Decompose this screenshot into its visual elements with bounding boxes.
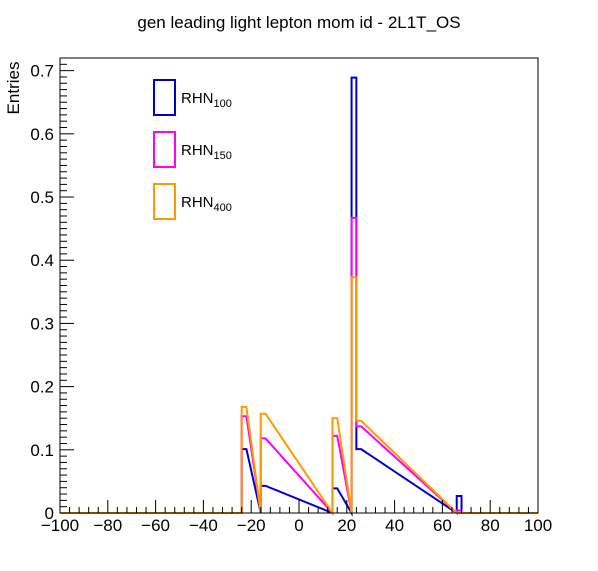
- x-tick-label: −60: [141, 516, 170, 535]
- legend-label-100: RHN100: [181, 90, 232, 110]
- legend-swatch-100: [153, 79, 176, 116]
- y-tick-label: 0: [45, 504, 54, 523]
- legend-label-150: RHN150: [181, 142, 232, 162]
- chart-title: gen leading light lepton mom id - 2L1T_O…: [137, 13, 460, 32]
- plot-frame: [59, 57, 539, 514]
- x-tick-label: −40: [189, 516, 218, 535]
- x-tick-label: 60: [433, 516, 452, 535]
- histogram-bin-100-4: [356, 449, 361, 513]
- series-line-100: [60, 76, 538, 517]
- series-line-150: [60, 216, 538, 516]
- y-tick-label: 0.3: [30, 314, 54, 333]
- y-tick-label: 0.1: [30, 441, 54, 460]
- x-tick-label: −100: [41, 516, 79, 535]
- legend-swatch-400: [153, 183, 176, 220]
- y-tick-label: 0.2: [30, 378, 54, 397]
- x-tick-label: 100: [524, 516, 552, 535]
- y-tick-label: 0.6: [30, 125, 54, 144]
- y-tick-label: 0.5: [30, 188, 54, 207]
- x-tick-label: 40: [385, 516, 404, 535]
- series-layer: [60, 76, 538, 517]
- legend-label-400: RHN400: [181, 194, 232, 214]
- axes-layer: −100 −80 −60 −40 −20 0 20 40 60 80 100 0 0.1 0.2 0.3 0.…: [30, 62, 552, 535]
- series-line-400: [60, 276, 538, 517]
- y-axis-label: Entries: [4, 62, 23, 115]
- x-tick-label: 0: [294, 516, 303, 535]
- x-tick-label: 80: [481, 516, 500, 535]
- y-tick-label: 0.4: [30, 251, 54, 270]
- x-tick-label: 20: [337, 516, 356, 535]
- legend: RHN100 RHN150 RHN400: [153, 79, 232, 220]
- y-tick-label: 0.7: [30, 62, 54, 81]
- x-tick-label: −80: [93, 516, 122, 535]
- legend-swatch-150: [153, 131, 176, 168]
- x-tick-label: −20: [237, 516, 266, 535]
